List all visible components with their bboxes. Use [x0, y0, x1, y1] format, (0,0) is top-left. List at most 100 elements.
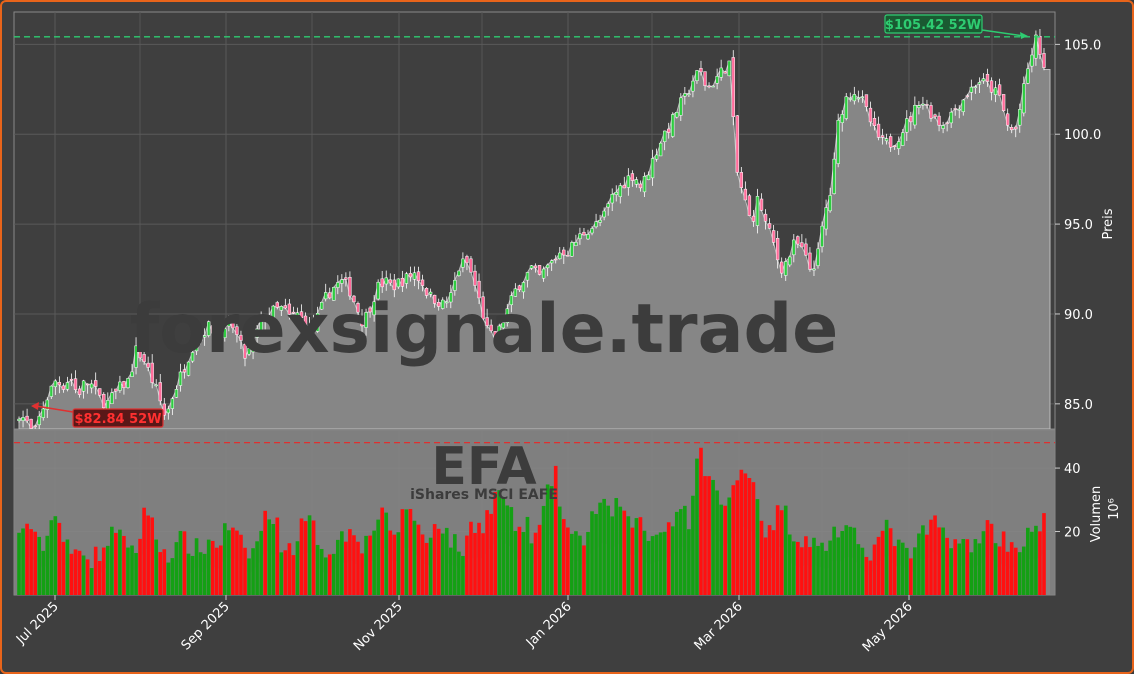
candle-body: [509, 295, 513, 306]
date-tick-label: Jul 2025: [13, 599, 62, 648]
volume-bar: [255, 541, 259, 595]
candle-body: [384, 277, 388, 285]
candle-body: [219, 336, 223, 341]
candle: [852, 86, 856, 105]
candle: [731, 50, 735, 126]
candle: [320, 301, 324, 310]
candle-body: [780, 261, 784, 274]
volume-bar: [743, 473, 748, 595]
candle-body: [449, 292, 453, 303]
candle: [901, 129, 905, 147]
candle-body: [94, 380, 98, 387]
volume-bar: [1009, 542, 1014, 595]
volume-bar: [239, 534, 243, 595]
candle: [957, 105, 961, 119]
candle: [513, 283, 518, 297]
volume-bar: [666, 522, 671, 595]
volume-bar: [763, 537, 768, 595]
volume-bar: [594, 513, 598, 595]
candle: [348, 271, 352, 300]
candle: [586, 229, 590, 241]
candle: [663, 130, 667, 151]
volume-bar: [505, 505, 510, 595]
candle: [247, 341, 251, 357]
volume-bar: [755, 499, 760, 595]
volume-bar: [259, 530, 263, 595]
price-tick-label: 100.0: [1064, 128, 1101, 143]
candle: [275, 300, 279, 310]
candle: [610, 188, 614, 212]
candle-body: [550, 260, 554, 264]
candle-body: [610, 193, 614, 204]
candle-body: [396, 278, 400, 288]
candle-body: [376, 281, 380, 300]
candle-body: [929, 105, 933, 119]
candle: [98, 388, 102, 398]
candle: [130, 363, 134, 378]
low-label-box: [72, 408, 164, 428]
volume-tick-label: 20: [1064, 526, 1081, 541]
volume-bar: [311, 520, 316, 595]
candle-body: [574, 242, 578, 247]
candle-body: [315, 313, 320, 332]
volume-bar: [695, 458, 699, 595]
candle-body: [202, 335, 207, 338]
volume-bar: [267, 519, 272, 595]
volume-bar: [307, 515, 312, 595]
volume-bar: [150, 517, 154, 595]
candle-body: [344, 277, 348, 280]
candle: [820, 221, 824, 253]
candle-body: [243, 343, 247, 359]
volume-bar: [828, 540, 832, 595]
candle-body: [634, 179, 639, 185]
candle: [937, 112, 941, 132]
candle: [118, 375, 122, 393]
candle-body: [759, 198, 764, 211]
volume-bar: [198, 552, 203, 595]
candle-body: [860, 96, 865, 98]
volume-bar: [626, 516, 631, 595]
volume-bar: [590, 511, 594, 595]
candle-body: [969, 86, 974, 93]
candle: [388, 273, 392, 286]
candle: [89, 379, 94, 394]
candle-body: [1022, 83, 1026, 114]
volume-bar: [691, 495, 695, 595]
candle-body: [997, 84, 1002, 96]
candle-body: [703, 71, 707, 86]
volume-bar: [884, 519, 889, 595]
volume-bar: [263, 510, 267, 595]
candle-body: [25, 415, 29, 422]
candle: [775, 230, 780, 269]
volume-bar: [335, 539, 340, 595]
volume-bar: [787, 534, 792, 595]
candle: [69, 373, 74, 387]
candle-body: [638, 183, 643, 189]
candle: [477, 273, 481, 305]
candle-body: [775, 238, 780, 261]
candle: [186, 361, 191, 377]
volume-bar: [985, 520, 990, 595]
candle-body: [416, 271, 421, 282]
volume-bar: [614, 498, 619, 595]
candle: [788, 255, 792, 268]
candle-body: [679, 97, 683, 116]
volume-bar: [856, 544, 861, 595]
volume-bar: [570, 533, 574, 595]
candle-body: [291, 311, 296, 314]
volume-bar: [97, 560, 102, 595]
volume-bar: [759, 520, 764, 595]
volume-bar: [453, 534, 457, 595]
candle-body: [788, 256, 792, 266]
candle-body: [392, 279, 396, 291]
candle-body: [981, 78, 986, 82]
candle-body: [1038, 36, 1042, 55]
volume-bar: [489, 513, 493, 595]
volume-bar: [715, 490, 719, 595]
volume-bar: [872, 544, 877, 595]
candle-body: [489, 324, 493, 332]
volume-bar: [65, 539, 70, 595]
volume-bar: [941, 527, 945, 595]
volume-bar: [949, 548, 953, 595]
